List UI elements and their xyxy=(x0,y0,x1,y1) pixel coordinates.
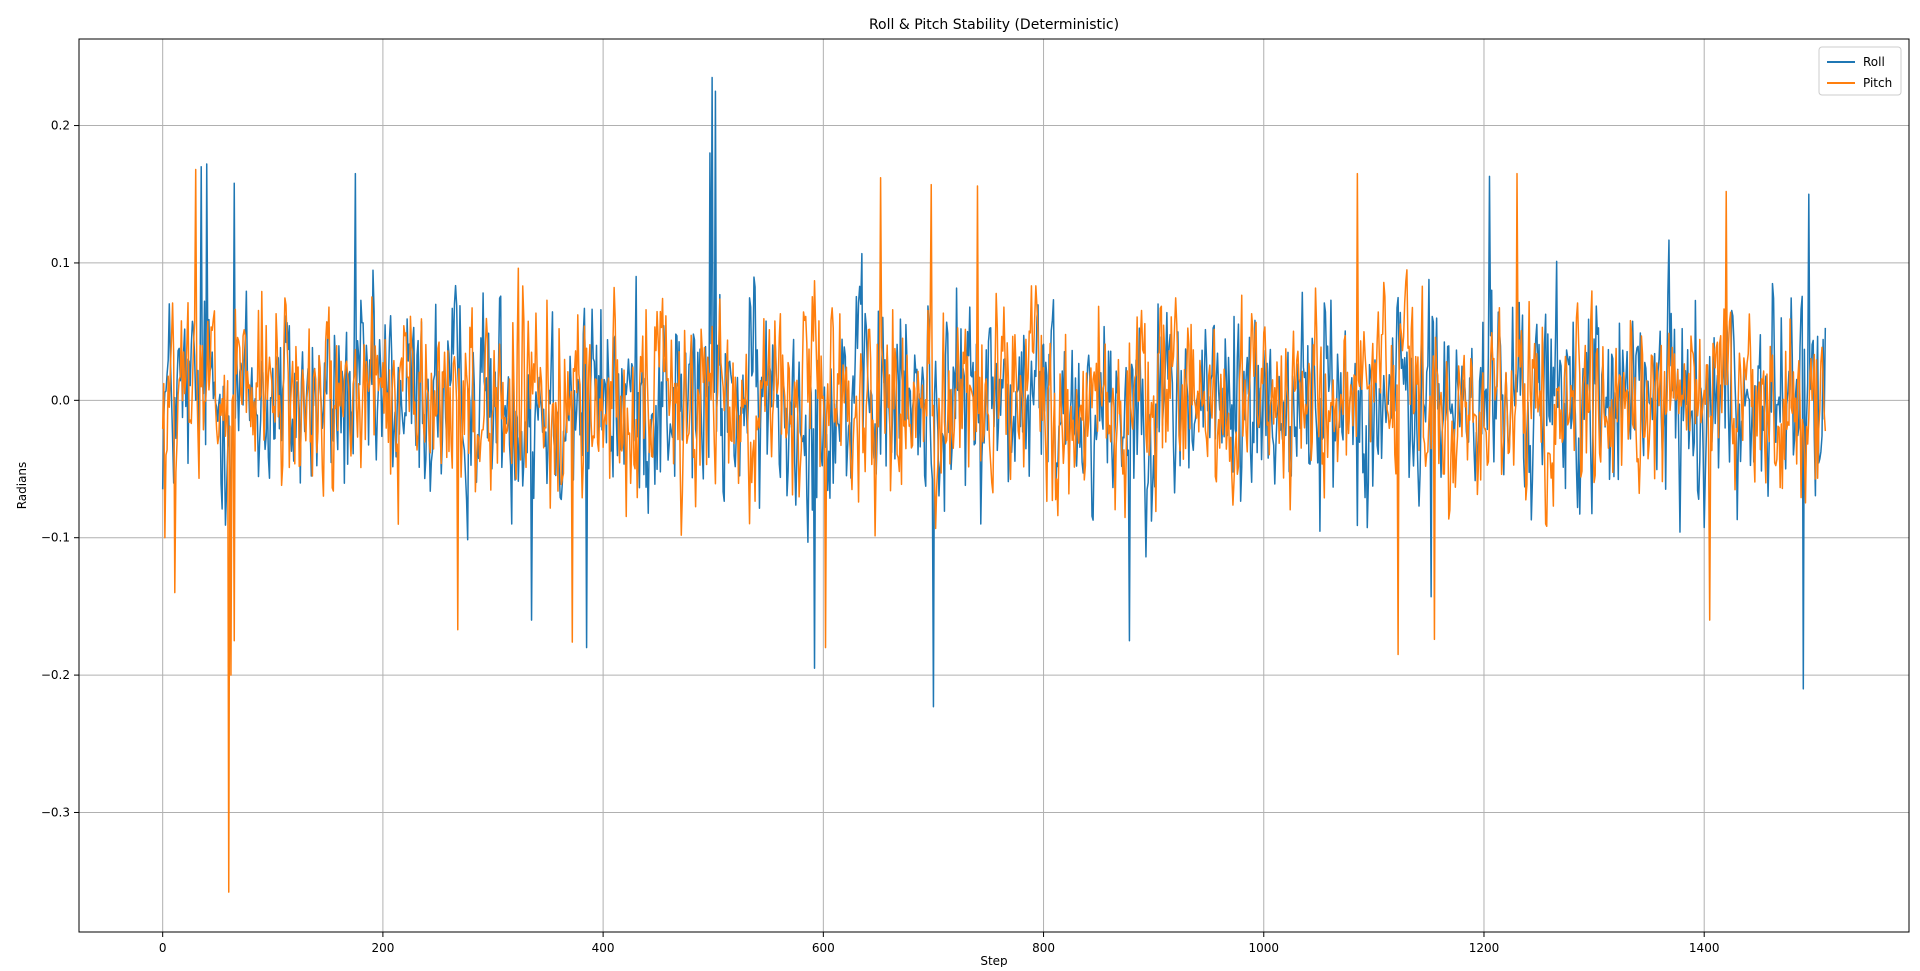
legend-label-roll: Roll xyxy=(1863,55,1885,69)
x-tick-label: 400 xyxy=(592,941,615,955)
x-tick-label: 1000 xyxy=(1248,941,1279,955)
y-tick-label: −0.3 xyxy=(41,805,70,819)
axes-frame xyxy=(78,38,1910,933)
legend: Roll Pitch xyxy=(1818,46,1902,96)
x-tick-label: 1400 xyxy=(1689,941,1720,955)
series-layer xyxy=(161,76,1827,893)
ticks-layer: 0 200 400 600 800 1000 1200 1400 −0.3 −0.2 −0.1 0.0… xyxy=(41,119,1720,955)
y-tick-label: −0.1 xyxy=(41,531,70,545)
x-tick-label: 1200 xyxy=(1469,941,1500,955)
legend-label-pitch: Pitch xyxy=(1863,76,1892,90)
y-tick-label: 0.1 xyxy=(51,256,70,270)
y-axis-label: Radians xyxy=(15,462,29,510)
x-tick-label: 600 xyxy=(812,941,835,955)
y-tick-label: 0.2 xyxy=(51,119,70,133)
chart-title: Roll & Pitch Stability (Deterministic) xyxy=(869,17,1119,33)
x-axis-label: Step xyxy=(980,954,1007,967)
y-tick-label: −0.2 xyxy=(41,668,70,682)
x-tick-label: 200 xyxy=(371,941,394,955)
series-line-pitch xyxy=(161,168,1827,893)
y-tick-label: 0.0 xyxy=(51,393,70,407)
x-tick-label: 0 xyxy=(159,941,167,955)
x-tick-label: 800 xyxy=(1032,941,1055,955)
